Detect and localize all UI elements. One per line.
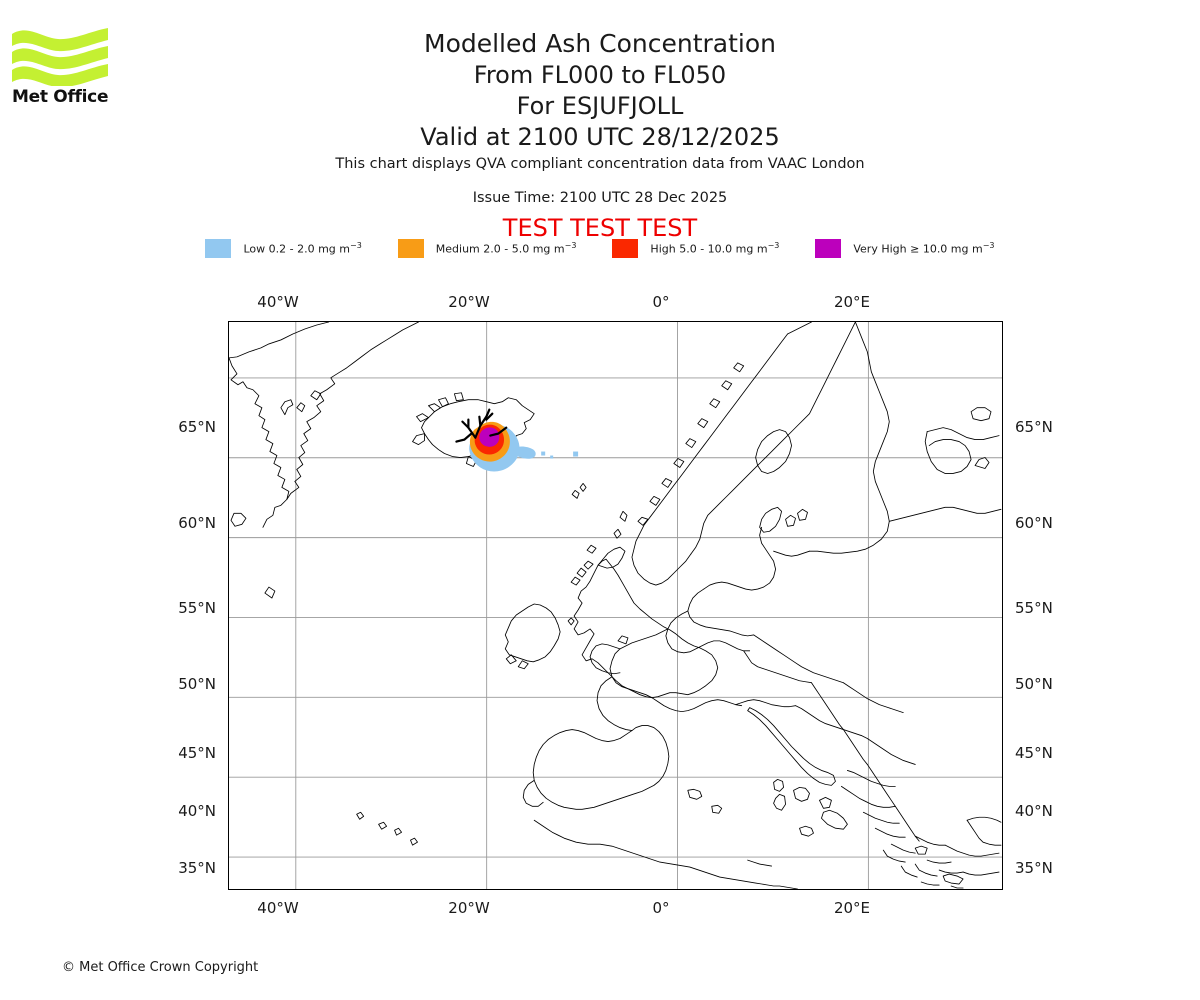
gridlines-group — [229, 322, 1002, 889]
lat-tick-right-60n: 60°N — [1015, 514, 1053, 532]
lat-tick-right-65n: 65°N — [1015, 418, 1053, 436]
legend-swatch-very-high — [815, 239, 842, 258]
title-valid-time: Valid at 2100 UTC 28/12/2025 — [420, 123, 780, 151]
lat-tick-right-55n: 55°N — [1015, 599, 1053, 617]
lon-tick-bottom-40w: 40°W — [257, 899, 299, 917]
title-flight-levels: From FL000 to FL050 — [473, 61, 727, 89]
lon-tick-top-0: 0° — [652, 293, 670, 311]
logo-wordmark: Met Office — [12, 87, 109, 107]
legend-item-medium: Medium 2.0 - 5.0 mg m−3 — [397, 239, 577, 258]
legend-item-low: Low 0.2 - 2.0 mg m−3 — [205, 239, 362, 258]
lat-tick-left-50n: 50°N — [178, 675, 216, 693]
page-title: Modelled Ash Concentration — [424, 29, 776, 58]
lat-tick-left-45n: 45°N — [178, 744, 216, 762]
title-volcano-name: For ESJUFJOLL — [516, 92, 684, 120]
lat-tick-left-60n: 60°N — [178, 514, 216, 532]
legend-swatch-low — [205, 239, 232, 258]
plume-low-tail — [513, 446, 536, 459]
lon-tick-bottom-20e: 20°E — [833, 899, 871, 917]
legend-swatch-high — [612, 239, 639, 258]
met-office-waves-icon — [12, 28, 108, 86]
ash-concentration-map: 40°W 20°W 0° 20°E 40°W 20°W 0° 20°E 65°N… — [178, 293, 1053, 917]
lat-tick-left-40n: 40°N — [178, 802, 216, 820]
lon-tick-bottom-20w: 20°W — [448, 899, 490, 917]
lat-tick-left-55n: 55°N — [178, 599, 216, 617]
volcano-symbol — [455, 408, 508, 443]
legend-label-very-high: Very High ≥ 10.0 mg m−3 — [853, 241, 995, 256]
legend-label-low: Low 0.2 - 2.0 mg m−3 — [243, 241, 362, 256]
plume-low-speck-2 — [550, 455, 554, 459]
map-canvas — [229, 322, 1002, 889]
lon-tick-top-20w: 20°W — [448, 293, 490, 311]
plume-low-speck-3 — [573, 451, 579, 457]
met-office-logo: Met Office — [12, 26, 112, 114]
lon-tick-bottom-0: 0° — [652, 899, 670, 917]
lat-tick-right-40n: 40°N — [1015, 802, 1053, 820]
issue-time-label: Issue Time: 2100 UTC 28 Dec 2025 — [472, 190, 728, 206]
chart-title-block: Modelled Ash Concentration From FL000 to… — [0, 28, 1200, 153]
lat-tick-right-50n: 50°N — [1015, 675, 1053, 693]
coastlines-group — [229, 322, 1002, 889]
qva-compliance-note: This chart displays QVA compliant concen… — [335, 156, 865, 172]
legend-item-high: High 5.0 - 10.0 mg m−3 — [612, 239, 779, 258]
lat-tick-right-45n: 45°N — [1015, 744, 1053, 762]
plume-very-high-contour — [479, 427, 500, 447]
legend-swatch-medium — [397, 239, 424, 258]
lat-tick-right-35n: 35°N — [1015, 859, 1053, 877]
map-frame — [228, 321, 1003, 890]
legend-label-medium: Medium 2.0 - 5.0 mg m−3 — [435, 241, 577, 256]
copyright-notice: © Met Office Crown Copyright — [62, 960, 259, 975]
lon-tick-top-40w: 40°W — [257, 293, 299, 311]
concentration-legend: Low 0.2 - 2.0 mg m−3 Medium 2.0 - 5.0 mg… — [0, 239, 1200, 258]
test-banner: TEST TEST TEST — [502, 214, 698, 242]
legend-label-high: High 5.0 - 10.0 mg m−3 — [650, 241, 780, 256]
lat-tick-left-35n: 35°N — [178, 859, 216, 877]
ash-plume-group — [469, 421, 579, 472]
legend-item-very-high: Very High ≥ 10.0 mg m−3 — [815, 239, 995, 258]
plume-low-speck-1 — [541, 451, 546, 456]
lat-tick-left-65n: 65°N — [178, 418, 216, 436]
lon-tick-top-20e: 20°E — [833, 293, 871, 311]
